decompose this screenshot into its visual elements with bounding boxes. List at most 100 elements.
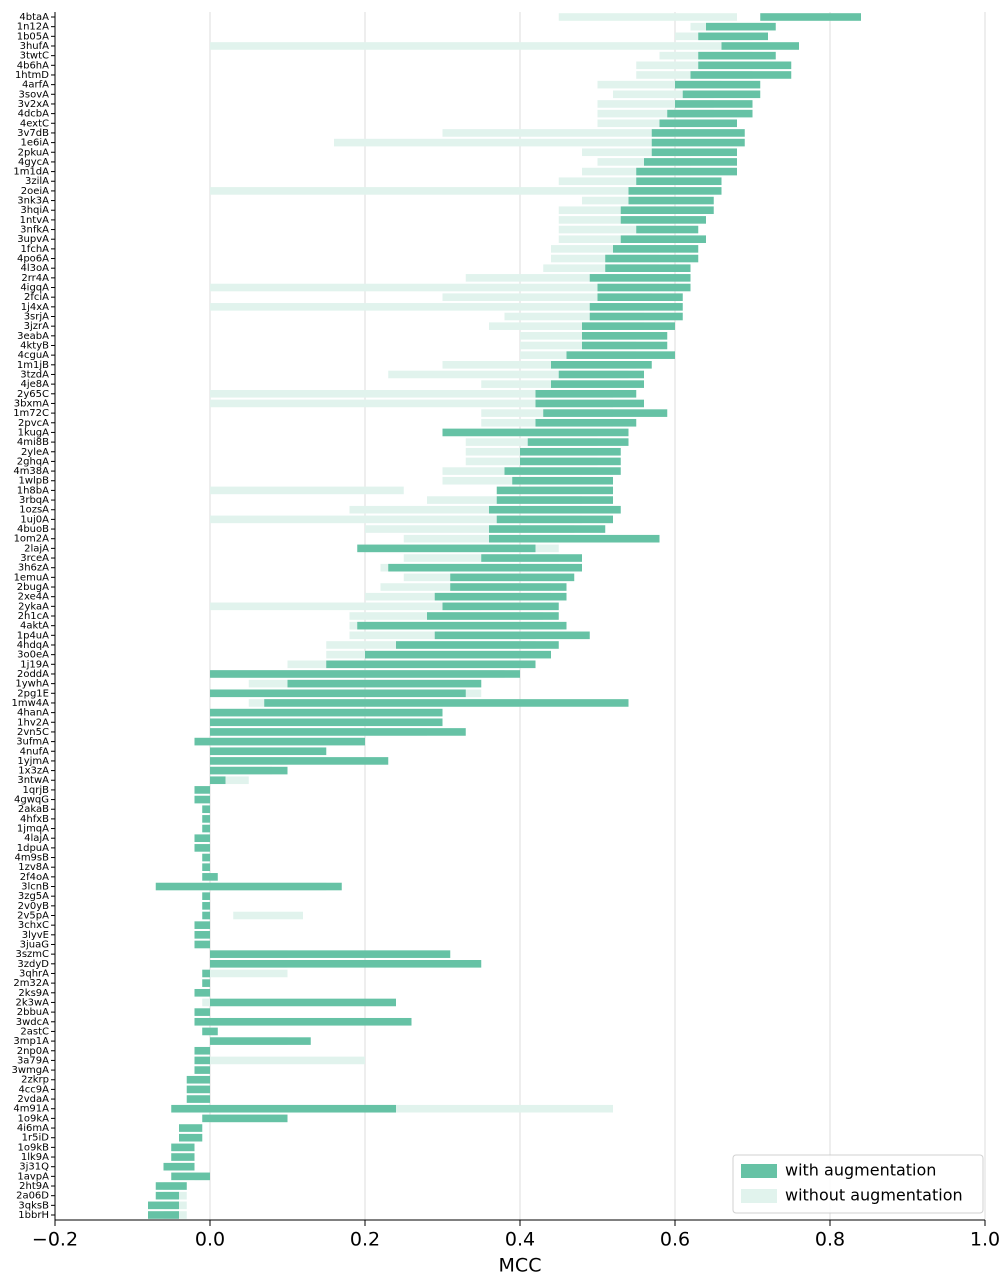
box bbox=[551, 361, 652, 369]
box bbox=[535, 418, 637, 427]
y-tick-label: 2v0yB bbox=[18, 901, 50, 912]
box bbox=[194, 786, 210, 794]
box bbox=[667, 109, 753, 118]
y-tick-label: 4mi8B bbox=[17, 437, 49, 448]
box bbox=[659, 119, 737, 128]
box bbox=[512, 476, 613, 485]
box bbox=[543, 264, 660, 272]
box bbox=[551, 245, 660, 253]
box bbox=[155, 1182, 187, 1190]
box bbox=[210, 283, 660, 292]
box bbox=[636, 167, 737, 176]
y-tick-label: 3lcnB bbox=[21, 882, 49, 893]
y-tick-label: 1htmD bbox=[15, 70, 49, 81]
y-tick-label: 3hufA bbox=[20, 41, 50, 52]
box bbox=[194, 1008, 210, 1016]
box bbox=[194, 931, 210, 939]
box bbox=[504, 312, 644, 321]
box bbox=[357, 621, 567, 630]
y-tick-label: 3qhrA bbox=[19, 968, 49, 979]
y-tick-label: 2astC bbox=[20, 1026, 49, 1037]
box bbox=[698, 51, 776, 60]
y-tick-label: 2bbuA bbox=[17, 1007, 49, 1018]
y-tick-label: 4ktyB bbox=[20, 340, 49, 351]
box bbox=[760, 13, 861, 21]
box bbox=[698, 32, 768, 41]
y-tick-label: 1om2A bbox=[14, 534, 50, 545]
y-tick-label: 1m72C bbox=[13, 408, 49, 419]
y-tick-label: 4m9sB bbox=[14, 853, 49, 864]
y-tick-label: 1ywhA bbox=[15, 679, 49, 690]
y-tick-label: 3ntwA bbox=[17, 775, 49, 786]
box bbox=[690, 71, 792, 79]
box bbox=[210, 757, 389, 765]
y-tick-label: 4cguA bbox=[18, 350, 50, 361]
y-tick-label: 3lyvE bbox=[22, 930, 49, 941]
box bbox=[442, 602, 559, 611]
y-tick-label: 2y65C bbox=[17, 389, 49, 400]
y-tick-label: 2zkrp bbox=[21, 1075, 49, 1086]
y-tick-label: 3zilA bbox=[25, 176, 49, 187]
box bbox=[520, 341, 637, 350]
y-tick-label: 1x3zA bbox=[18, 766, 49, 777]
y-tick-label: 1hv2A bbox=[17, 717, 49, 728]
box bbox=[636, 61, 753, 70]
box bbox=[527, 438, 629, 446]
box bbox=[582, 148, 691, 157]
y-tick-label: 3eabA bbox=[17, 331, 49, 342]
box bbox=[520, 332, 637, 340]
box bbox=[194, 1056, 210, 1065]
y-tick-label: 1yjmA bbox=[17, 756, 49, 767]
y-tick-label: 4lajA bbox=[24, 833, 49, 844]
y-tick-label: 1p4uA bbox=[17, 630, 49, 641]
box bbox=[651, 138, 745, 147]
box bbox=[202, 979, 210, 987]
box bbox=[210, 389, 613, 398]
box bbox=[210, 602, 482, 611]
box bbox=[706, 22, 776, 31]
y-tick-label: 4igqA bbox=[20, 283, 49, 294]
box bbox=[496, 496, 613, 504]
box bbox=[155, 882, 342, 891]
y-tick-label: 1o9kB bbox=[18, 1142, 50, 1153]
box bbox=[620, 235, 706, 244]
y-tick-label: 2k3wA bbox=[15, 997, 49, 1008]
box bbox=[597, 283, 691, 292]
box bbox=[155, 1191, 179, 1200]
box bbox=[202, 853, 210, 862]
y-tick-label: 3hqiA bbox=[20, 205, 49, 216]
box bbox=[388, 370, 629, 379]
box bbox=[582, 341, 668, 350]
box bbox=[558, 177, 691, 186]
y-tick-label: 1kugA bbox=[18, 427, 50, 438]
box bbox=[551, 380, 644, 388]
y-tick-label: 1fchA bbox=[20, 244, 49, 255]
box bbox=[202, 805, 210, 814]
y-tick-label: 4arfA bbox=[22, 80, 49, 91]
box bbox=[202, 873, 218, 881]
box bbox=[535, 389, 637, 398]
box bbox=[194, 844, 210, 852]
box bbox=[210, 1104, 613, 1113]
box bbox=[558, 13, 737, 21]
box bbox=[628, 196, 714, 205]
box bbox=[210, 776, 249, 785]
y-tick-label: 1dpuA bbox=[17, 843, 49, 854]
y-tick-label: 4aktA bbox=[20, 621, 49, 632]
box bbox=[210, 670, 520, 678]
y-tick-label: 2pkuA bbox=[18, 147, 50, 158]
box bbox=[558, 206, 675, 215]
box bbox=[558, 225, 675, 234]
y-tick-label: 1bbrH bbox=[18, 1210, 49, 1221]
box bbox=[489, 534, 660, 543]
y-tick-label: 2vn5C bbox=[17, 727, 49, 738]
box bbox=[613, 245, 699, 253]
box bbox=[605, 254, 699, 263]
box bbox=[613, 90, 714, 99]
box bbox=[450, 573, 575, 582]
y-tick-label: 2yleA bbox=[21, 447, 49, 458]
box bbox=[721, 42, 799, 50]
box bbox=[558, 370, 644, 379]
box bbox=[605, 264, 691, 272]
y-tick-label: 4dcbA bbox=[18, 109, 50, 120]
